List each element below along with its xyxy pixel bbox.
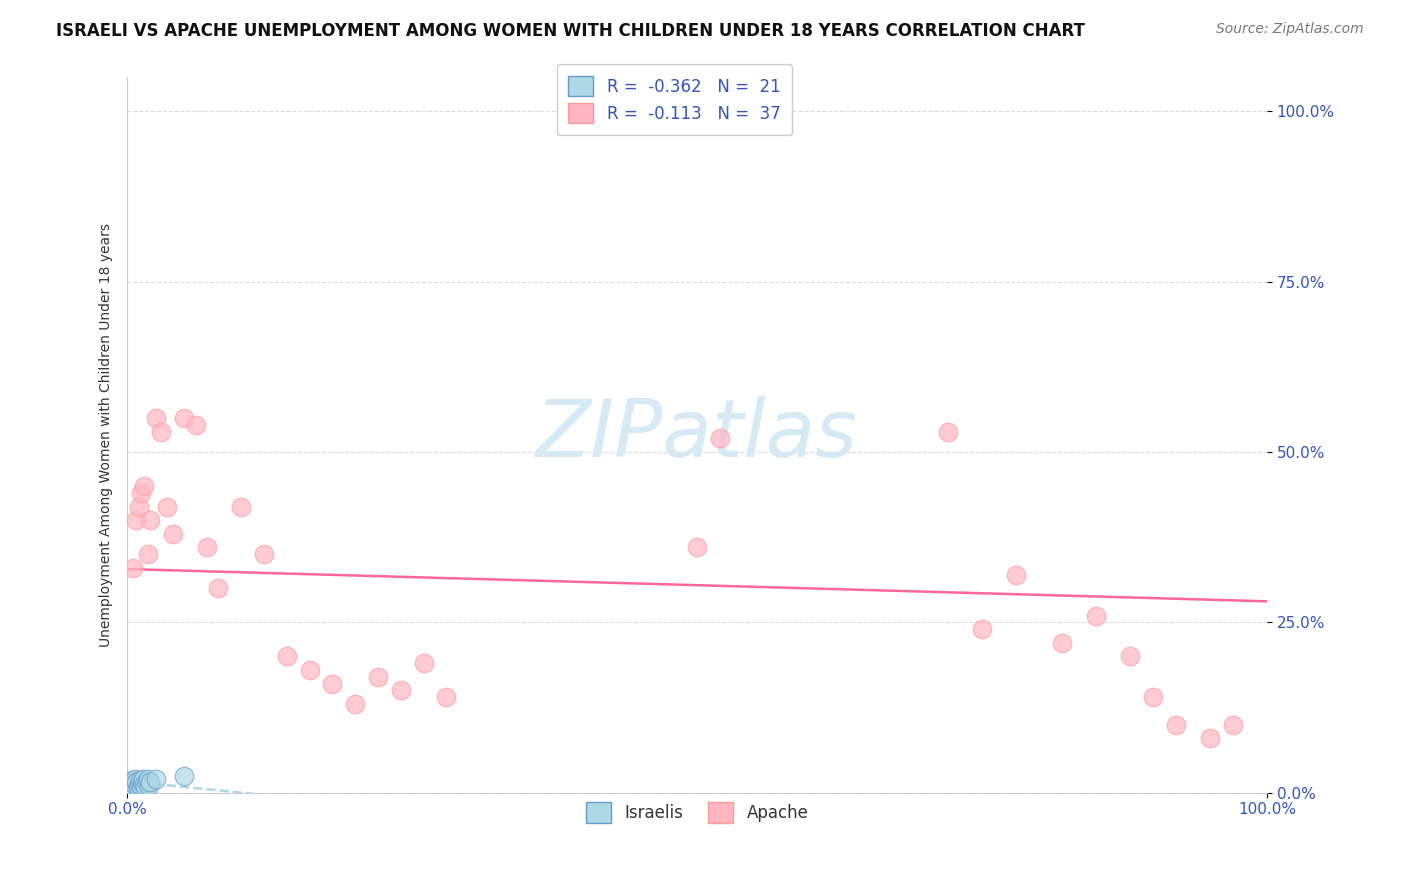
Text: ISRAELI VS APACHE UNEMPLOYMENT AMONG WOMEN WITH CHILDREN UNDER 18 YEARS CORRELAT: ISRAELI VS APACHE UNEMPLOYMENT AMONG WOM… xyxy=(56,22,1085,40)
Point xyxy=(344,697,367,711)
Point xyxy=(1164,717,1187,731)
Point xyxy=(136,772,159,786)
Point xyxy=(127,780,149,795)
Point xyxy=(184,417,207,432)
Point xyxy=(276,649,298,664)
Point xyxy=(412,657,434,671)
Point xyxy=(139,513,162,527)
Point xyxy=(145,772,167,786)
Point xyxy=(173,769,195,783)
Point xyxy=(936,425,959,439)
Point xyxy=(231,500,253,514)
Point xyxy=(1222,717,1244,731)
Point xyxy=(121,773,143,788)
Point xyxy=(298,663,321,677)
Point xyxy=(138,779,160,793)
Point xyxy=(120,779,142,793)
Point xyxy=(321,676,343,690)
Point xyxy=(367,670,389,684)
Point xyxy=(195,541,218,555)
Point xyxy=(150,425,173,439)
Point xyxy=(128,500,150,514)
Point xyxy=(125,775,148,789)
Point xyxy=(686,541,709,555)
Point xyxy=(162,526,184,541)
Point xyxy=(139,775,162,789)
Legend: Israelis, Apache: Israelis, Apache xyxy=(574,790,820,834)
Point xyxy=(134,479,156,493)
Point xyxy=(134,780,156,795)
Point xyxy=(156,500,179,514)
Point xyxy=(129,779,152,793)
Point xyxy=(434,690,457,705)
Point xyxy=(128,777,150,791)
Point xyxy=(122,561,145,575)
Point xyxy=(389,683,412,698)
Point xyxy=(253,547,276,561)
Point xyxy=(173,411,195,425)
Point xyxy=(118,775,141,789)
Point xyxy=(132,772,155,786)
Text: Source: ZipAtlas.com: Source: ZipAtlas.com xyxy=(1216,22,1364,37)
Point xyxy=(1005,567,1028,582)
Point xyxy=(145,411,167,425)
Point xyxy=(124,772,146,786)
Point xyxy=(135,775,157,789)
Point xyxy=(207,582,229,596)
Point xyxy=(129,486,152,500)
Point xyxy=(131,775,153,789)
Point xyxy=(1050,636,1073,650)
Point xyxy=(970,622,993,636)
Point xyxy=(134,777,156,791)
Point xyxy=(122,780,145,795)
Point xyxy=(136,547,159,561)
Point xyxy=(128,773,150,788)
Point xyxy=(1119,649,1142,664)
Point xyxy=(122,777,145,791)
Text: ZIPatlas: ZIPatlas xyxy=(536,396,858,474)
Point xyxy=(1199,731,1222,746)
Point xyxy=(125,513,148,527)
Point xyxy=(1085,608,1108,623)
Point xyxy=(1142,690,1164,705)
Point xyxy=(709,432,731,446)
Y-axis label: Unemployment Among Women with Children Under 18 years: Unemployment Among Women with Children U… xyxy=(100,223,114,647)
